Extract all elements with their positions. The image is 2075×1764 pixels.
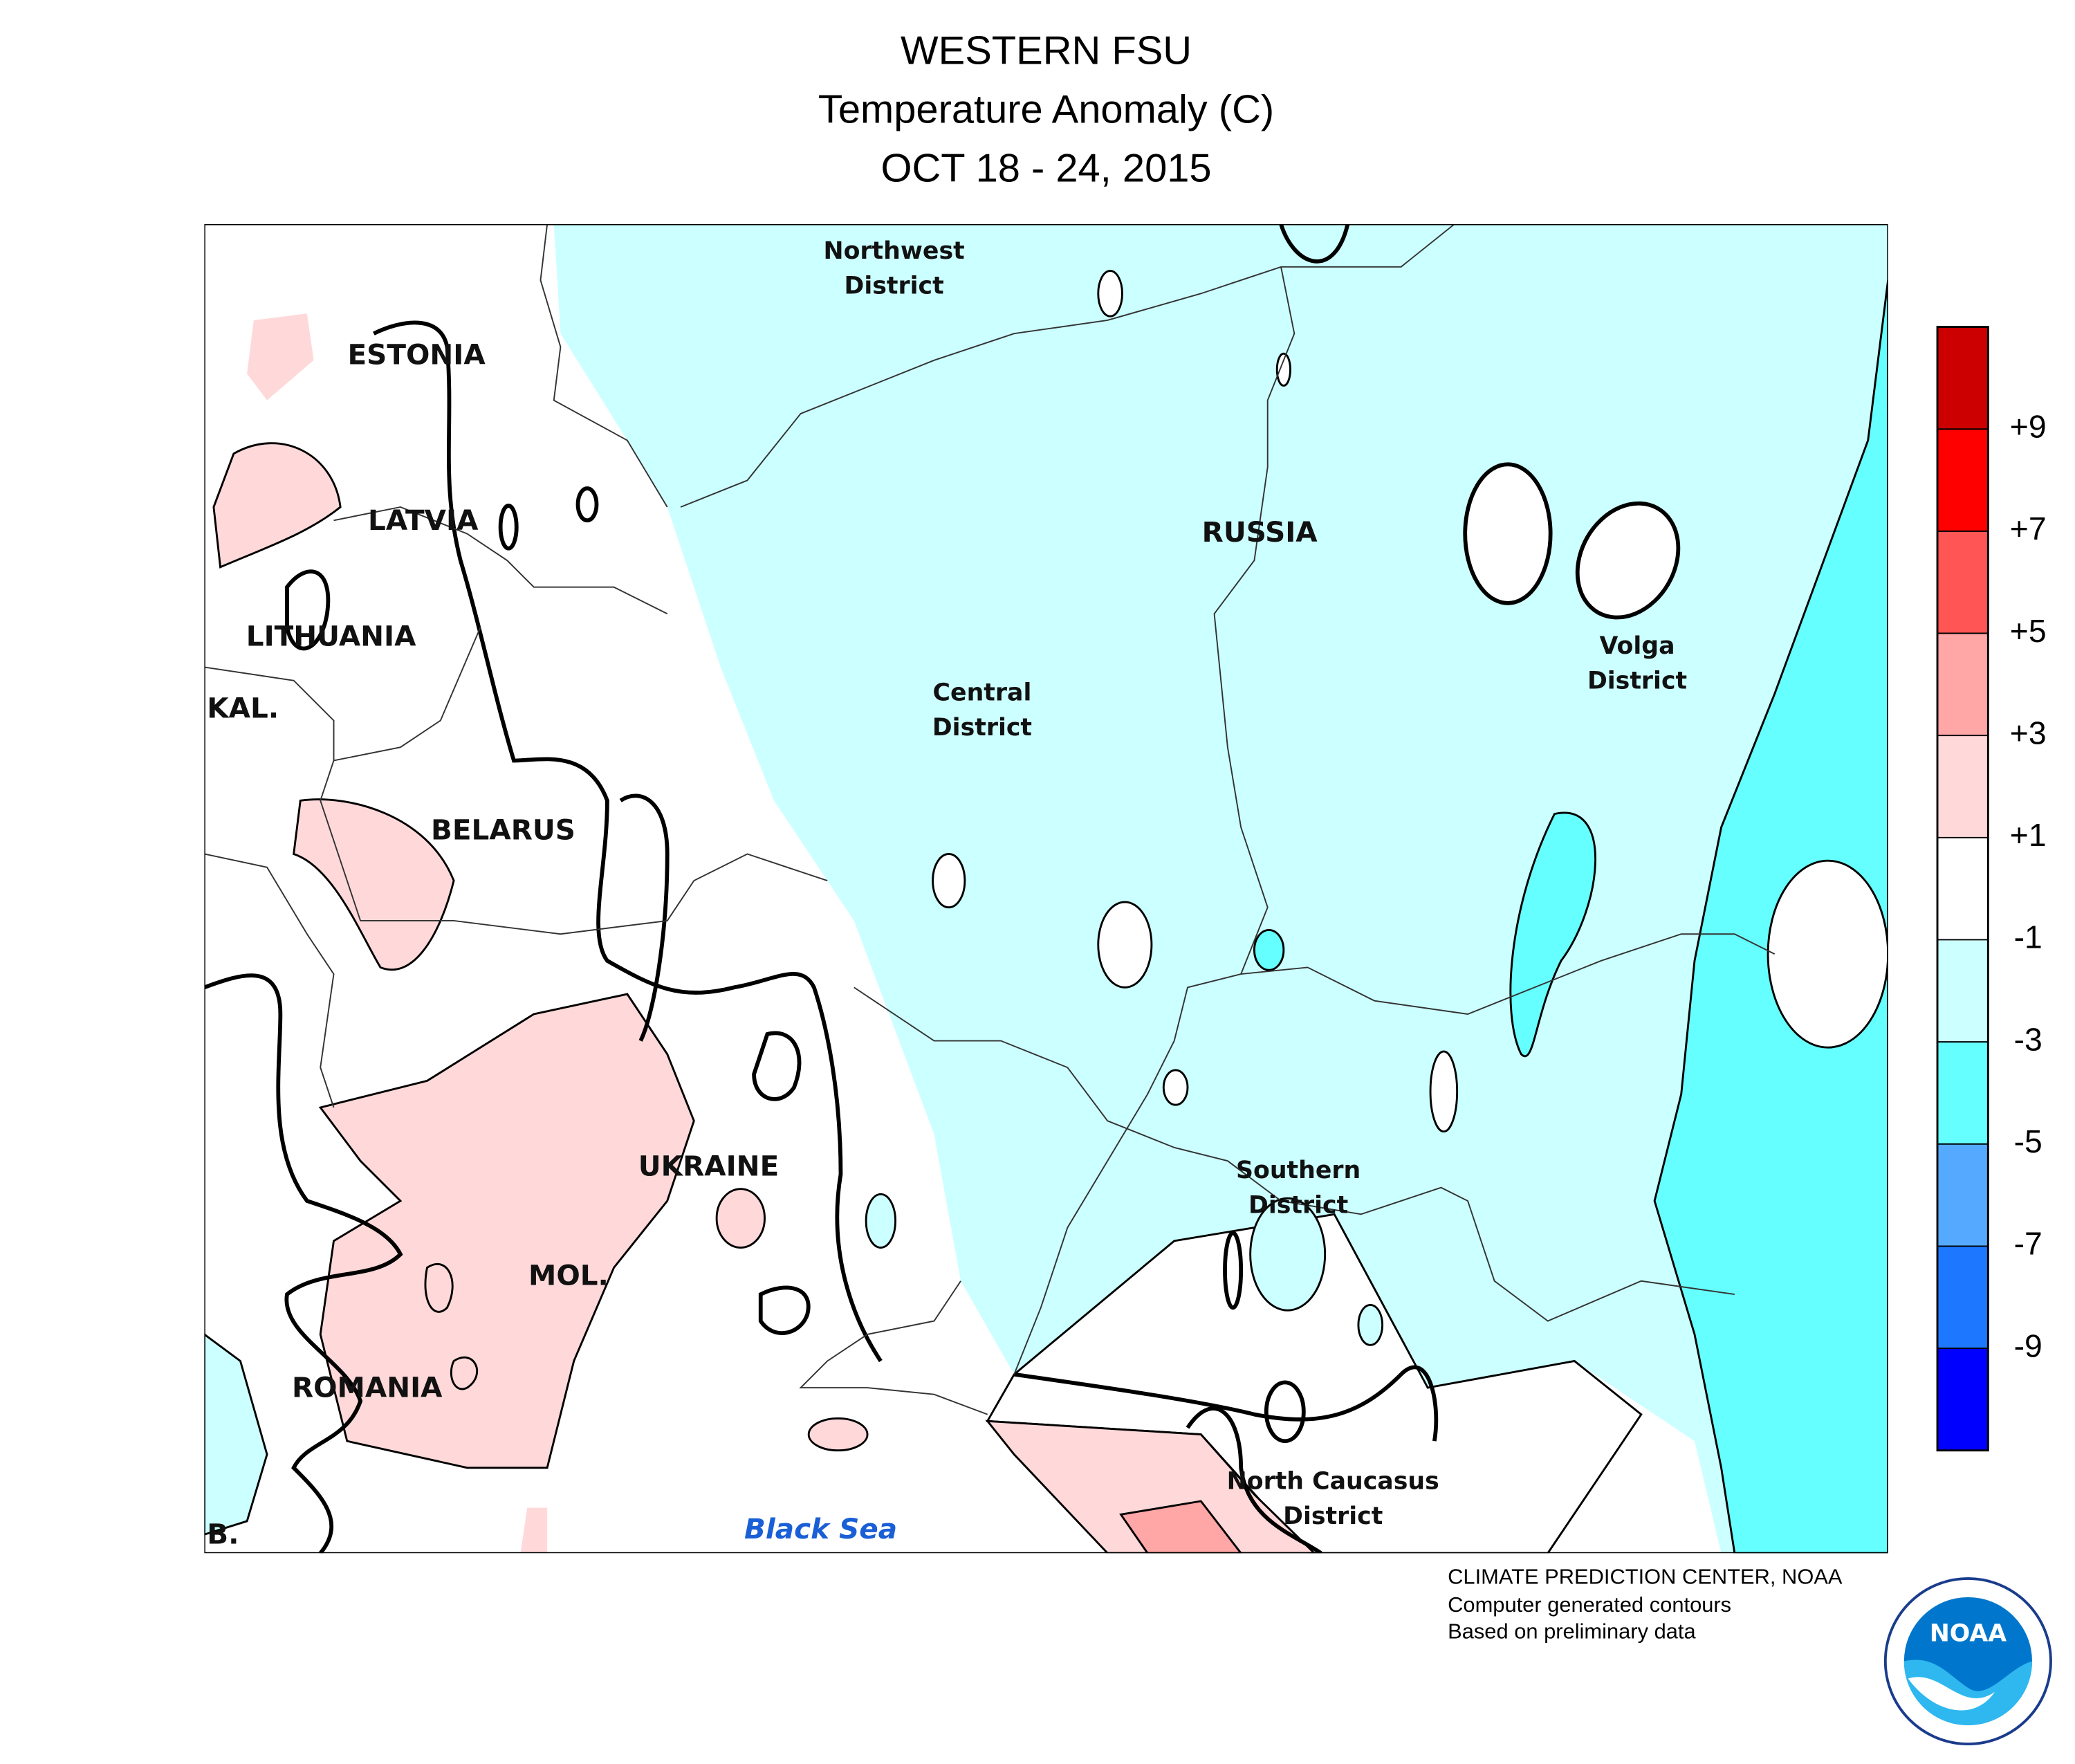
colorbar-segment (1937, 1246, 1989, 1349)
colorbar-label: +7 (2010, 511, 2047, 546)
colorbar-segment (1937, 531, 1989, 634)
colorbar-frame (1936, 326, 1989, 1452)
district-label: District (1283, 1503, 1383, 1530)
noaa-logo: NOAA (1883, 1577, 2052, 1745)
colorbar-label: +5 (2010, 613, 2047, 649)
district-label: District (845, 272, 944, 300)
borders (204, 224, 1776, 1415)
district-label: Volga (1600, 632, 1675, 660)
colorbar-label: -9 (2014, 1327, 2042, 1363)
colorbar-segment (1937, 633, 1989, 736)
date-range: OCT 18 - 24, 2015 (880, 146, 1211, 190)
country-label: LITHUANIA (246, 620, 416, 653)
credit-line: CLIMATE PREDICTION CENTER, NOAA (1448, 1565, 1843, 1589)
colorbar-label: +1 (2010, 817, 2047, 853)
colorbar-label: +3 (2010, 715, 2047, 751)
country-label: ESTONIA (347, 338, 486, 371)
district-label: Southern (1236, 1157, 1361, 1184)
logo-text: NOAA (1930, 1620, 2007, 1648)
country-label: B. (207, 1518, 239, 1551)
map-area (204, 224, 1888, 1554)
title: WESTERN FSU (901, 29, 1192, 73)
subtitle: Temperature Anomaly (C) (818, 87, 1274, 131)
credits: CLIMATE PREDICTION CENTER, NOAA Computer… (1448, 1565, 1843, 1644)
colorbar-label: +9 (2010, 408, 2047, 444)
colorbar-segment (1937, 327, 1989, 430)
colorbar-label: -3 (2014, 1021, 2042, 1057)
country-label: KAL. (207, 692, 279, 725)
colorbar-segment (1937, 429, 1989, 531)
colorbar-segment (1937, 735, 1989, 838)
colorbar-label: -1 (2014, 919, 2042, 955)
colorbar: +9 +7 +5 +3 +1 -1 -3 -5 -7 -9 (1936, 326, 2047, 1452)
country-label: RUSSIA (1202, 515, 1318, 549)
district-label: North Caucasus (1227, 1468, 1439, 1496)
sea-label: Black Sea (744, 1512, 897, 1545)
country-label: MOL. (528, 1259, 609, 1292)
district-label: District (1587, 667, 1687, 695)
colorbar-segment (1937, 837, 1989, 940)
colorbar-label: -7 (2014, 1226, 2042, 1262)
country-label: BELARUS (431, 813, 575, 846)
colorbar-label: -5 (2014, 1123, 2042, 1159)
country-label: ROMANIA (292, 1371, 443, 1404)
colorbar-segment (1937, 939, 1989, 1042)
district-label: Northwest (824, 237, 965, 265)
map-labels: ESTONIA LATVIA LITHUANIA KAL. BELARUS UK… (207, 237, 1687, 1551)
colorbar-segment (1937, 1348, 1989, 1451)
title-block: WESTERN FSU Temperature Anomaly (C) OCT … (818, 29, 1274, 191)
colorbar-segment (1937, 1042, 1989, 1144)
district-label: District (1248, 1191, 1348, 1219)
colorbar-segment (1937, 1143, 1989, 1247)
district-label: Central (933, 679, 1032, 707)
credit-line: Based on preliminary data (1448, 1619, 1696, 1644)
country-label: LATVIA (368, 504, 479, 537)
country-label: UKRAINE (638, 1149, 779, 1182)
credit-line: Computer generated contours (1448, 1592, 1731, 1617)
district-label: District (932, 714, 1032, 742)
